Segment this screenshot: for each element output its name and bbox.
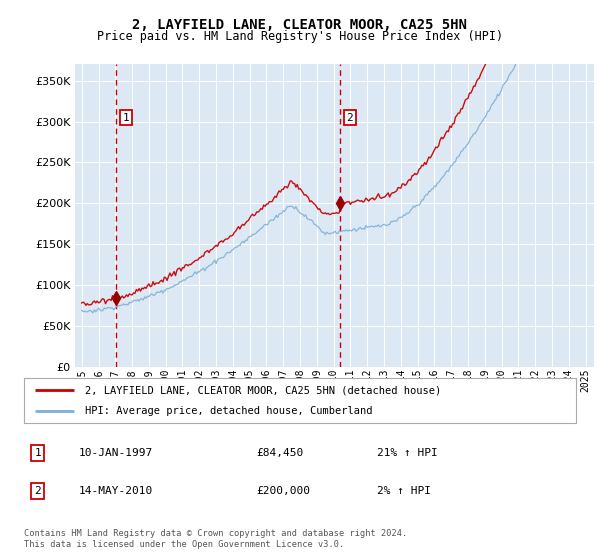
Text: £200,000: £200,000 xyxy=(256,486,310,496)
Text: HPI: Average price, detached house, Cumberland: HPI: Average price, detached house, Cumb… xyxy=(85,406,372,416)
Text: 21% ↑ HPI: 21% ↑ HPI xyxy=(377,448,438,458)
Text: £84,450: £84,450 xyxy=(256,448,303,458)
Text: 1: 1 xyxy=(34,448,41,458)
Text: 1: 1 xyxy=(123,113,130,123)
Text: 14-MAY-2010: 14-MAY-2010 xyxy=(79,486,154,496)
Text: 2, LAYFIELD LANE, CLEATOR MOOR, CA25 5HN: 2, LAYFIELD LANE, CLEATOR MOOR, CA25 5HN xyxy=(133,18,467,32)
Text: Price paid vs. HM Land Registry's House Price Index (HPI): Price paid vs. HM Land Registry's House … xyxy=(97,30,503,43)
Text: 2% ↑ HPI: 2% ↑ HPI xyxy=(377,486,431,496)
Text: 2: 2 xyxy=(34,486,41,496)
Text: 2, LAYFIELD LANE, CLEATOR MOOR, CA25 5HN (detached house): 2, LAYFIELD LANE, CLEATOR MOOR, CA25 5HN… xyxy=(85,385,441,395)
Text: Contains HM Land Registry data © Crown copyright and database right 2024.
This d: Contains HM Land Registry data © Crown c… xyxy=(24,529,407,549)
Text: 2: 2 xyxy=(347,113,353,123)
Text: 10-JAN-1997: 10-JAN-1997 xyxy=(79,448,154,458)
